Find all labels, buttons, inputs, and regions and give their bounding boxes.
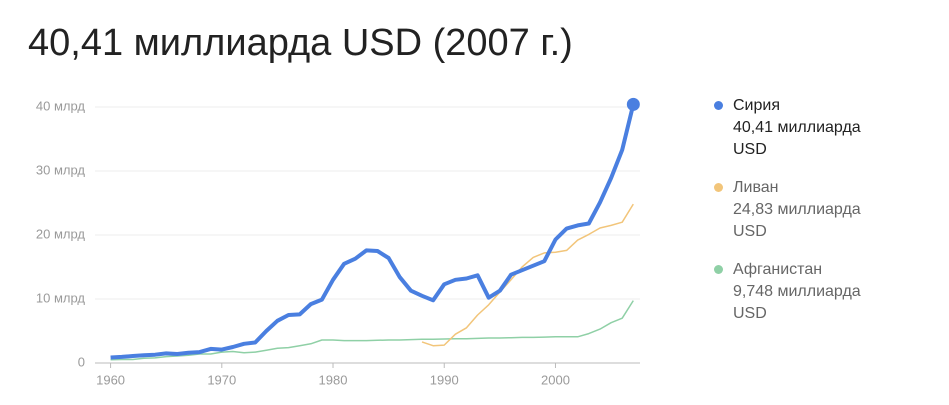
chart-title: 40,41 миллиарда USD (2007 г.) [28, 22, 573, 64]
legend-value: 40,41 миллиарда USD [733, 119, 861, 158]
x-tick-label: 1980 [319, 372, 348, 387]
x-tick-label: 1970 [207, 372, 236, 387]
highlight-point [626, 97, 640, 111]
legend-item[interactable]: Сирия 40,41 миллиарда USD [712, 95, 892, 161]
y-tick-label: 0 [78, 354, 85, 369]
legend-name: Ливан [733, 179, 779, 196]
x-tick-label: 2000 [541, 372, 570, 387]
legend-item[interactable]: Афганистан 9,748 миллиарда USD [712, 259, 892, 325]
legend-item[interactable]: Ливан 24,83 миллиарда USD [712, 177, 892, 243]
legend-dot [714, 183, 723, 192]
legend-name: Афганистан [733, 261, 823, 278]
y-tick-label: 40 млрд [36, 98, 86, 113]
x-tick-label: 1990 [430, 372, 459, 387]
series-line [110, 103, 636, 360]
y-tick-label: 10 млрд [36, 290, 86, 305]
legend-value: 24,83 миллиарда USD [733, 201, 861, 240]
legend-dot [714, 265, 723, 274]
legend: Сирия 40,41 миллиарда USD Ливан 24,83 милли… [712, 95, 892, 341]
legend-name: Сирия [733, 97, 780, 114]
y-tick-label: 30 млрд [36, 162, 86, 177]
x-tick-label: 1960 [96, 372, 125, 387]
chart: 0 10 млрд 20 млрд 30 млрд 40 млрд 1960 1970 198… [36, 97, 640, 387]
series-line [421, 203, 634, 347]
y-tick-label: 20 млрд [36, 226, 86, 241]
legend-value: 9,748 миллиарда USD [733, 283, 861, 322]
legend-dot [714, 101, 723, 110]
